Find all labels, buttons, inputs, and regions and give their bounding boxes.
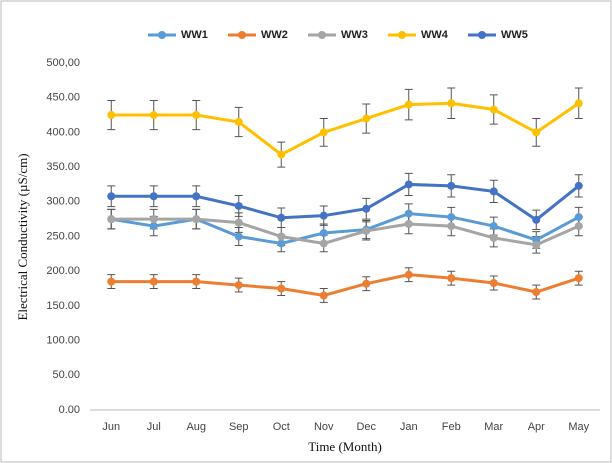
series-line	[111, 217, 580, 247]
point	[362, 226, 371, 235]
point	[234, 281, 243, 290]
point	[319, 291, 328, 300]
point	[362, 279, 371, 288]
y-tick-label: 50.00	[52, 369, 80, 381]
x-tick-label: Dec	[356, 421, 376, 433]
point	[234, 117, 243, 126]
point	[574, 222, 583, 231]
legend-label: WW1	[181, 29, 208, 41]
y-axis-label: Electrical Conductivity (µS/cm)	[15, 153, 30, 320]
point	[277, 232, 286, 241]
legend-marker	[398, 31, 406, 39]
y-tick-label: 200.00	[46, 265, 80, 277]
point	[319, 128, 328, 137]
point	[404, 100, 413, 109]
point	[234, 201, 243, 210]
point	[362, 204, 371, 213]
y-tick-label: 250.00	[46, 230, 80, 242]
y-tick-label: 450.00	[46, 92, 80, 104]
point	[404, 209, 413, 218]
point	[277, 284, 286, 293]
point	[192, 192, 201, 201]
point	[149, 222, 158, 231]
legend-marker	[158, 31, 166, 39]
point	[489, 278, 498, 287]
point	[447, 181, 456, 190]
x-tick-label: Jan	[400, 421, 418, 433]
x-tick-label: Jun	[102, 421, 120, 433]
point	[107, 215, 116, 224]
point	[489, 222, 498, 231]
point	[532, 128, 541, 137]
point	[404, 220, 413, 229]
series-line	[111, 101, 580, 157]
point	[404, 180, 413, 189]
y-tick-label: 500,00	[46, 57, 80, 69]
y-tick-label: 150.00	[46, 300, 80, 312]
point	[192, 111, 201, 120]
point	[192, 277, 201, 286]
point	[277, 213, 286, 222]
point	[574, 99, 583, 108]
x-tick-label: Sep	[229, 421, 249, 433]
point	[107, 277, 116, 286]
point	[107, 111, 116, 120]
x-tick-label: Apr	[528, 421, 545, 433]
point	[447, 213, 456, 222]
point	[234, 218, 243, 227]
point	[319, 239, 328, 248]
x-tick-label: Oct	[273, 421, 290, 433]
point	[319, 211, 328, 220]
point	[489, 105, 498, 114]
x-tick-label: Nov	[314, 421, 334, 433]
x-tick-label: Jul	[147, 421, 161, 433]
series-line	[111, 273, 580, 298]
point	[574, 181, 583, 190]
point	[149, 111, 158, 120]
point	[404, 270, 413, 279]
legend-marker	[238, 31, 246, 39]
point	[234, 232, 243, 241]
y-tick-label: 350.00	[46, 161, 80, 173]
point	[489, 233, 498, 242]
point	[277, 150, 286, 159]
y-tick-label: 0.00	[59, 404, 80, 416]
x-tick-label: May	[568, 421, 589, 433]
x-tick-label: Feb	[442, 421, 461, 433]
point	[532, 215, 541, 224]
legend-marker	[318, 31, 326, 39]
point	[107, 192, 116, 201]
point	[447, 274, 456, 283]
legend-label: WW5	[501, 29, 528, 41]
legend-label: WW3	[341, 29, 368, 41]
point	[362, 114, 371, 123]
x-tick-label: Aug	[186, 421, 206, 433]
y-tick-label: 400.00	[46, 126, 80, 138]
legend-label: WW2	[261, 29, 288, 41]
legend-label: WW4	[421, 29, 449, 41]
point	[489, 187, 498, 196]
point	[532, 240, 541, 249]
x-tick-label: Mar	[484, 421, 503, 433]
point	[319, 229, 328, 238]
y-tick-label: 100.00	[46, 335, 80, 347]
point	[532, 288, 541, 297]
x-axis-label: Time (Month)	[308, 439, 382, 454]
point	[149, 192, 158, 201]
point	[149, 277, 158, 286]
point	[447, 99, 456, 108]
point	[149, 215, 158, 224]
point	[574, 274, 583, 283]
point	[192, 215, 201, 224]
legend-marker	[478, 31, 486, 39]
point	[277, 239, 286, 248]
series-line	[111, 182, 580, 222]
y-tick-label: 300.00	[46, 196, 80, 208]
point	[574, 213, 583, 222]
point	[447, 222, 456, 231]
